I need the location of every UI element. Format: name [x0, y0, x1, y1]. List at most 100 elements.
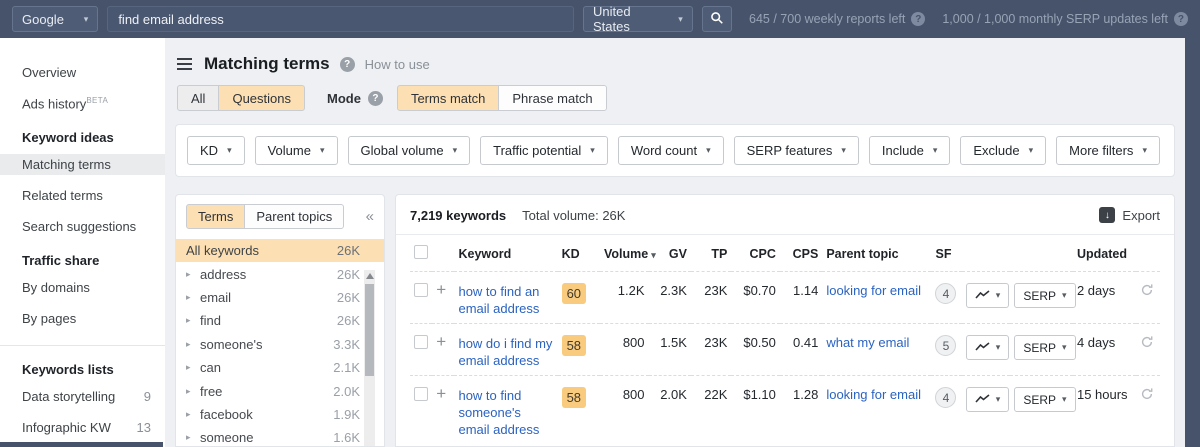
questions-tab[interactable]: Questions	[218, 85, 305, 111]
sidebar-item-matching-terms[interactable]: Matching terms	[0, 154, 165, 176]
expand-arrow-icon[interactable]: ▸	[186, 362, 191, 373]
tab-parent-topics[interactable]: Parent topics	[244, 204, 345, 229]
keyword-search-input[interactable]	[107, 6, 575, 32]
terms-scrollbar[interactable]	[364, 270, 375, 446]
scrollbar-thumb[interactable]	[365, 284, 374, 376]
serp-features-badge[interactable]: 5	[935, 335, 957, 356]
expand-arrow-icon[interactable]: ▸	[186, 432, 191, 443]
filter-dropdown[interactable]: SERP features ▾	[733, 136, 859, 165]
col-keyword[interactable]: Keyword	[458, 246, 512, 261]
row-checkbox[interactable]	[414, 335, 428, 349]
term-count: 1.9K	[333, 406, 360, 422]
position-history-button[interactable]: ▾	[965, 283, 1010, 308]
filter-dropdown[interactable]: Include ▾	[868, 136, 951, 165]
refresh-icon[interactable]	[1140, 283, 1154, 300]
expand-arrow-icon[interactable]: ▸	[186, 385, 191, 396]
all-keywords-row[interactable]: All keywords 26K	[176, 239, 384, 263]
term-tree-item[interactable]: ▸ facebook 1.9K	[176, 403, 384, 426]
terms-match-tab[interactable]: Terms match	[396, 85, 500, 111]
export-button[interactable]: ↓ Export	[1099, 207, 1160, 223]
help-icon[interactable]: ?	[367, 90, 383, 106]
expand-arrow-icon[interactable]: ▸	[186, 268, 191, 279]
serp-button[interactable]: SERP ▾	[1014, 387, 1076, 412]
filter-dropdown[interactable]: More filters ▾	[1056, 136, 1160, 165]
expand-arrow-icon[interactable]: ▸	[186, 408, 191, 419]
sidebar-item-by-domains[interactable]: By domains	[22, 280, 90, 296]
term-tree-item[interactable]: ▸ find 26K	[176, 309, 384, 332]
sidebar-item-related-terms[interactable]: Related terms	[22, 188, 103, 204]
refresh-icon[interactable]	[1140, 387, 1154, 404]
expand-arrow-icon[interactable]: ▸	[186, 315, 191, 326]
position-history-button[interactable]: ▾	[965, 387, 1010, 412]
add-to-list-icon[interactable]: +	[436, 280, 447, 299]
country-select[interactable]: United States ▾	[583, 4, 693, 34]
parent-topic-link[interactable]: looking for email	[826, 387, 921, 402]
col-updated[interactable]: Updated	[1076, 246, 1127, 261]
how-to-use-link[interactable]: How to use	[364, 56, 430, 72]
col-cpc[interactable]: CPC	[749, 246, 776, 261]
expand-arrow-icon[interactable]: ▸	[186, 338, 191, 349]
sidebar-item-search-suggestions[interactable]: Search suggestions	[22, 219, 137, 235]
col-parent-topic[interactable]: Parent topic	[826, 246, 899, 261]
table-column-headers: Keyword KD Volume ▾ GV TP CPC CPS Parent …	[410, 235, 1160, 272]
search-engine-label: Google	[22, 11, 64, 27]
collapse-panel-icon[interactable]: «	[365, 208, 374, 225]
position-history-button[interactable]: ▾	[965, 335, 1010, 360]
col-volume[interactable]: Volume ▾	[604, 246, 656, 261]
refresh-icon[interactable]	[1140, 335, 1154, 352]
col-kd[interactable]: KD	[561, 246, 580, 261]
line-chart-icon	[975, 289, 990, 303]
serp-button[interactable]: SERP ▾	[1014, 335, 1076, 360]
serp-label: SERP	[1023, 392, 1056, 407]
filter-dropdown[interactable]: Traffic potential ▾	[480, 136, 608, 165]
sidebar-item-overview[interactable]: Overview	[22, 65, 77, 80]
page-bottom-edge	[0, 442, 163, 447]
help-icon[interactable]: ?	[911, 12, 926, 26]
row-checkbox[interactable]	[414, 387, 428, 401]
term-tree-item[interactable]: ▸ address 26K	[176, 262, 384, 285]
sidebar-item-ads-history[interactable]: Ads historyBETA	[22, 93, 165, 114]
parent-topic-link[interactable]: looking for email	[826, 283, 921, 298]
add-to-list-icon[interactable]: +	[436, 332, 447, 351]
serp-features-badge[interactable]: 4	[935, 387, 957, 408]
term-tree-item[interactable]: ▸ can 2.1K	[176, 356, 384, 379]
select-all-checkbox[interactable]	[414, 245, 428, 259]
keyword-link[interactable]: how to find an email address	[458, 284, 540, 316]
sidebar: Overview Ads historyBETA Keyword ideas M…	[0, 38, 165, 447]
term-tree-item[interactable]: ▸ free 2.0K	[176, 379, 384, 402]
term-tree-item[interactable]: ▸ someone 1.6K	[176, 426, 384, 446]
phrase-match-tab[interactable]: Phrase match	[498, 85, 607, 111]
total-volume: Total volume: 26K	[522, 207, 626, 223]
search-engine-select[interactable]: Google ▾	[12, 6, 99, 32]
list-count: 13	[136, 420, 151, 436]
help-icon[interactable]: ?	[339, 56, 355, 72]
menu-icon[interactable]	[177, 58, 192, 70]
sidebar-item-by-pages[interactable]: By pages	[22, 311, 77, 327]
serp-button[interactable]: SERP ▾	[1014, 283, 1076, 308]
serp-features-badge[interactable]: 4	[935, 283, 957, 304]
term-tree-item[interactable]: ▸ someone's 3.3K	[176, 333, 384, 356]
filter-dropdown[interactable]: Volume ▾	[254, 136, 338, 165]
col-cps[interactable]: CPS	[792, 246, 819, 261]
filter-dropdown[interactable]: Global volume ▾	[347, 136, 471, 165]
scroll-up-arrow[interactable]	[365, 273, 374, 279]
term-tree-item[interactable]: ▸ email 26K	[176, 286, 384, 309]
col-gv[interactable]: GV	[668, 246, 687, 261]
help-icon[interactable]: ?	[1173, 12, 1188, 26]
keyword-link[interactable]: how to find someone's email address	[458, 388, 540, 437]
keyword-link[interactable]: how do i find my email address	[458, 336, 553, 368]
sidebar-keywords-list-item[interactable]: Infographic KW 13	[22, 417, 165, 438]
expand-arrow-icon[interactable]: ▸	[186, 291, 191, 302]
col-tp[interactable]: TP	[711, 246, 728, 261]
filter-dropdown[interactable]: KD ▾	[187, 136, 245, 165]
sidebar-keywords-list-item[interactable]: Data storytelling 9	[22, 386, 165, 407]
all-tab[interactable]: All	[177, 85, 220, 111]
row-checkbox[interactable]	[414, 283, 428, 297]
add-to-list-icon[interactable]: +	[436, 384, 447, 403]
filter-dropdown[interactable]: Exclude ▾	[960, 136, 1047, 165]
parent-topic-link[interactable]: what my email	[826, 335, 910, 350]
tab-terms[interactable]: Terms	[186, 204, 246, 229]
filter-dropdown[interactable]: Word count ▾	[617, 136, 724, 165]
col-sf[interactable]: SF	[935, 246, 952, 261]
search-button[interactable]	[701, 6, 733, 32]
